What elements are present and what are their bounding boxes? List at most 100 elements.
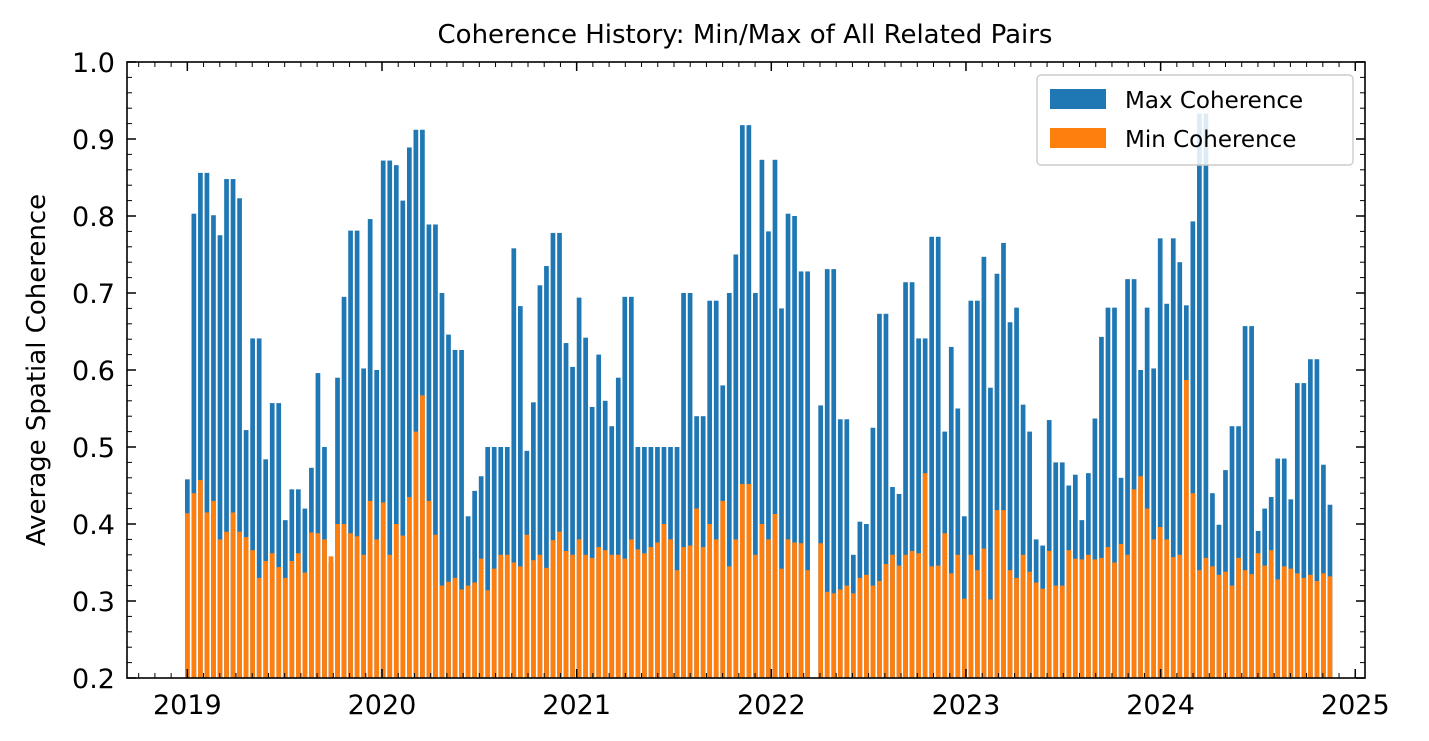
bar-min [485,590,491,678]
bar-min [393,524,399,678]
bar-max [1275,458,1281,678]
bar-max [844,419,850,678]
bar-min [328,556,334,678]
bar-min [459,589,464,678]
bar-min [922,473,928,678]
bar-min [420,395,425,678]
bar-max [739,125,745,678]
bar-min [1301,577,1307,678]
bar-max [602,400,608,678]
bar-min [864,574,869,678]
bar-min [237,531,242,678]
bar-max [354,230,360,678]
bar-min [628,539,634,678]
bar-max [1001,242,1006,678]
bar-max [544,266,549,678]
bar-min [1229,585,1235,678]
bar-min [282,577,288,678]
bar-max [204,172,210,678]
bar-max [315,373,321,678]
bar-min [1281,566,1287,678]
x-tick-label: 2023 [932,690,1001,721]
bar-min [694,508,699,678]
bar-min [524,534,530,678]
x-axis-ticks: 2019 2020 2021 2022 2023 2024 2025 [138,62,1390,721]
bar-min [877,580,882,678]
bar-min [1020,554,1026,678]
bar-min [302,572,308,678]
bar-max [367,219,373,678]
bar-min [478,558,484,678]
bar-max [400,200,406,678]
bar-min [1001,510,1006,678]
bar-min [739,483,745,678]
bar-min [1197,570,1202,678]
bar-min [1059,585,1065,678]
bar-max [785,213,791,678]
bar-max [968,300,974,678]
bar-min [661,524,667,678]
bar-max [831,269,837,678]
legend-swatch-max [1050,89,1106,109]
bar-min [563,550,569,678]
bar-min [1242,570,1248,678]
bar-max [824,269,830,678]
bar-min [1170,557,1176,678]
bar-max [589,406,595,678]
bar-min [504,554,510,678]
bar-max [961,516,967,678]
bar-min [929,566,935,678]
bar-min [994,510,1000,678]
bar-max [1112,307,1117,678]
bar-max [1027,431,1032,678]
bar-min [243,537,249,678]
bar-min [681,547,686,678]
bar-max [975,300,980,678]
y-tick-label: 0.9 [72,125,115,156]
bar-min [1007,570,1013,678]
bar-min [955,554,961,678]
bar-max [198,172,203,678]
bar-max [276,403,282,678]
bar-min [1125,554,1130,678]
bar-min [844,585,850,678]
bar-min [726,566,732,678]
bar-max [511,248,517,678]
bar-max [230,179,236,679]
bar-min [1144,508,1150,678]
bar-min [184,513,190,678]
bar-min [948,573,954,678]
bar-max [439,293,445,678]
bar-max [485,447,491,678]
y-tick-label: 0.2 [72,664,115,695]
bar-min [831,593,837,678]
bar-max [426,224,432,678]
bar-max [805,271,810,678]
bars-group [184,113,1333,679]
bar-min [622,558,628,678]
bar-min [224,531,229,678]
bar-min [1066,550,1072,678]
bar-min [413,431,419,678]
bar-min [837,589,843,678]
bar-min [772,513,778,678]
bar-min [433,534,438,678]
bar-min [374,539,380,678]
bar-min [1105,547,1111,678]
bar-min [354,536,360,678]
bar-min [1046,550,1052,678]
bar-min [753,554,758,678]
bar-max [1105,307,1111,678]
bar-max [1321,464,1326,678]
bar-min [1255,553,1261,678]
bar-min [1183,380,1189,678]
bar-min [1327,576,1333,678]
bar-min [1092,559,1098,678]
bar-min [309,532,314,678]
bar-min [981,548,987,678]
bar-min [269,553,275,678]
bar-max [413,129,419,678]
bar-max [1125,279,1130,678]
bar-max [491,447,497,678]
y-tick-label: 0.6 [72,356,115,387]
